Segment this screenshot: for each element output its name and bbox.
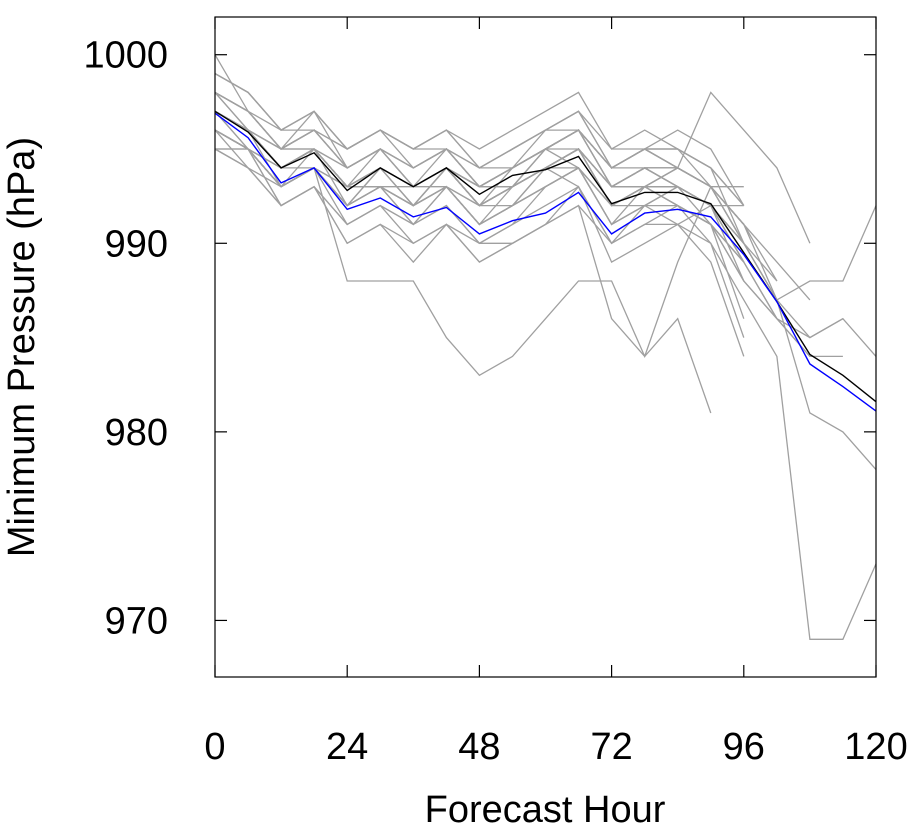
y-tick-label: 970 (105, 600, 168, 642)
y-tick-label: 990 (105, 223, 168, 265)
series-line-2 (214, 112, 877, 412)
mean-series (214, 110, 877, 412)
ensemble-members (214, 54, 877, 640)
plot-frame (214, 16, 877, 678)
member-line-20 (214, 110, 844, 339)
member-line-30 (214, 129, 745, 263)
member-line-27 (214, 91, 745, 225)
y-tick-label: 1000 (83, 35, 168, 77)
x-tick-label: 96 (723, 726, 765, 768)
x-tick-label: 0 (204, 726, 225, 768)
y-axis-label: Minimum Pressure (hPa) (1, 137, 43, 557)
member-line-31 (214, 91, 745, 225)
axis-ticks (214, 17, 877, 677)
member-line-19 (214, 129, 811, 301)
member-line-28 (214, 129, 745, 263)
x-tick-label: 72 (590, 726, 632, 768)
x-tick-label: 120 (844, 726, 907, 768)
x-tick-label: 48 (458, 726, 500, 768)
member-line-32 (214, 129, 745, 244)
x-axis-label: Forecast Hour (425, 789, 666, 827)
member-line-36 (214, 91, 811, 244)
member-line-21 (214, 148, 745, 357)
x-tick-label: 24 (326, 726, 368, 768)
member-line-35 (214, 129, 712, 414)
tick-labels: 0 24 48 72 96 120 970 980 990 1000 (83, 35, 907, 768)
member-line-8 (214, 129, 877, 640)
member-line-7 (214, 110, 811, 357)
member-line-34 (214, 110, 744, 377)
y-tick-label: 980 (105, 412, 168, 454)
member-line-5 (215, 148, 877, 471)
member-line-3 (214, 129, 745, 263)
